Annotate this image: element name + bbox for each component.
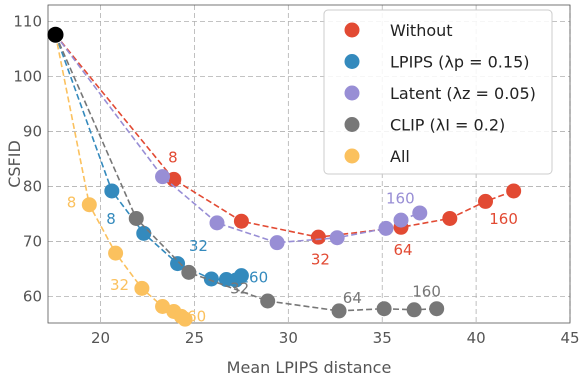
data-point [128,210,144,226]
series-4 [54,34,193,327]
legend-marker [344,22,360,38]
data-point [269,235,285,251]
data-point [260,293,276,309]
point-label: 32 [230,279,249,297]
y-axis-label: CSFID [5,140,24,188]
data-point [406,302,422,318]
y-tick-label: 90 [23,123,42,141]
data-point [429,301,445,317]
data-point [506,183,522,199]
legend-label: LPIPS (λp = 0.15) [390,53,529,72]
x-tick-label: 45 [560,329,579,347]
x-axis-label: Mean LPIPS distance [227,358,392,377]
origin-point [47,26,64,43]
data-point [331,303,347,319]
legend-label: All [390,147,410,166]
data-point [233,213,249,229]
data-point [134,280,150,296]
point-label: 160 [240,268,269,286]
data-point [478,193,494,209]
point-label: 64 [393,241,412,259]
data-point [393,212,409,228]
data-point [177,311,193,327]
data-point [310,229,326,245]
legend-label: Latent (λz = 0.05) [390,84,536,103]
point-label: 160 [412,283,441,301]
series-2 [54,34,428,251]
data-point [376,301,392,317]
point-label: 8 [106,210,116,228]
series [47,26,522,327]
point-label: 160 [386,190,415,208]
legend-marker [344,85,360,101]
y-tick-label: 100 [13,68,42,86]
data-point [378,220,394,236]
point-label: 64 [343,289,362,307]
legend: Without LPIPS (λp = 0.15) Latent (λz = 0.0… [323,9,553,175]
data-point [136,225,152,241]
legend-marker [344,54,360,69]
legend-label: CLIP (λI = 0.2) [390,116,505,135]
plot-frame [47,4,571,324]
legend-label: Without [390,21,453,40]
data-point [442,210,458,226]
point-label: 32 [189,237,208,255]
data-point [329,230,345,246]
data-point [104,183,120,199]
series-3 [54,34,445,319]
y-tick-label: 110 [13,13,42,31]
x-tick-label: 20 [91,329,110,347]
point-label: 8 [168,148,178,166]
data-point [155,298,171,314]
legend-frame [323,9,553,175]
data-point [155,169,171,185]
data-point [181,264,197,280]
data-point [166,171,182,187]
y-tick-label: 80 [23,178,42,196]
x-tick-label: 40 [467,329,486,347]
x-tick-label: 35 [373,329,392,347]
point-label: 8 [67,193,77,211]
point-label: 32 [311,251,330,269]
data-point [233,268,249,284]
x-ticks: 20 25 30 35 40 45 [91,329,579,347]
y-tick-label: 70 [23,233,42,251]
data-point [209,215,225,231]
point-label: 32 [110,276,129,294]
data-point [203,271,219,287]
y-ticks: 60 70 80 90 100 110 [13,13,42,306]
point-label: 160 [489,210,518,228]
data-point [170,256,186,272]
data-point [108,245,124,261]
point-label: 160 [178,307,207,325]
series-line [54,34,514,238]
y-tick-label: 60 [23,288,42,306]
data-point [81,197,97,213]
x-tick-label: 25 [185,329,204,347]
data-point [412,205,428,221]
x-tick-label: 30 [279,329,298,347]
legend-marker [344,148,360,164]
legend-marker [344,117,360,132]
